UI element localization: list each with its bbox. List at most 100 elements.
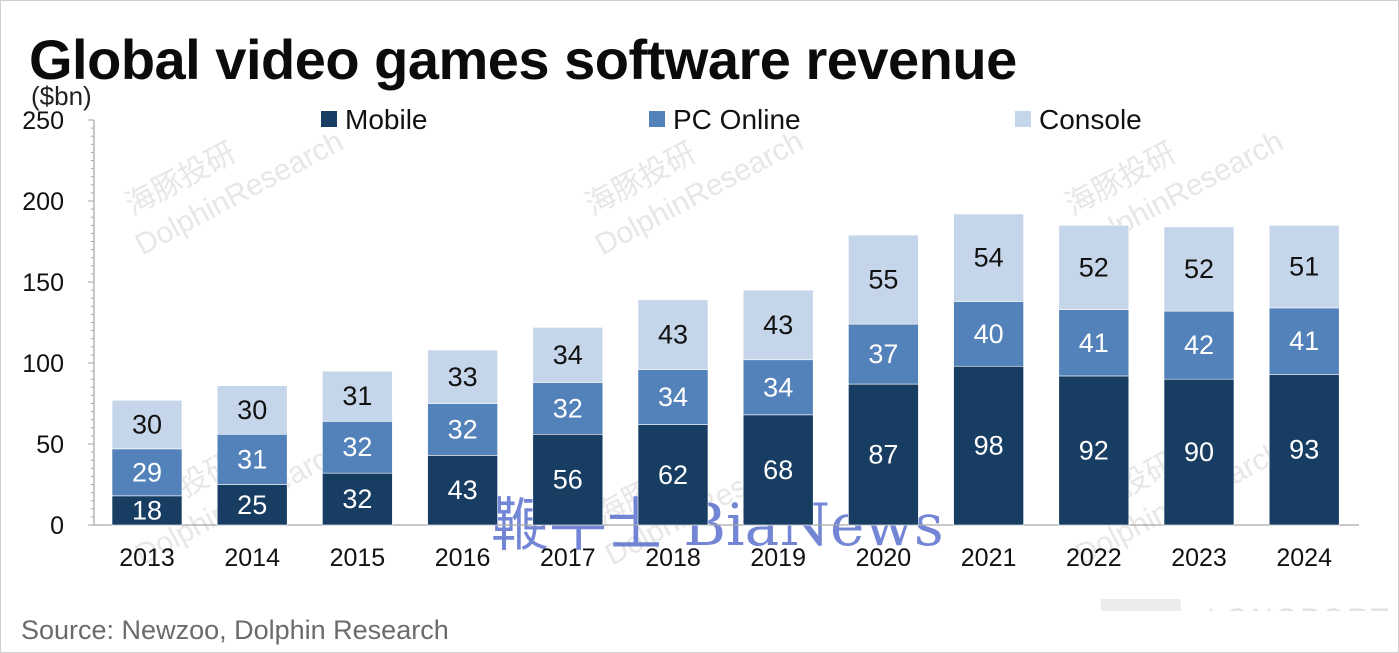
x-tick-label: 2024 xyxy=(1276,544,1332,572)
bar-segment xyxy=(742,359,814,416)
bar-segment xyxy=(1163,310,1235,380)
bar-segment xyxy=(637,424,709,526)
bar-segment xyxy=(427,349,498,404)
data-label: 54 xyxy=(974,243,1004,273)
data-label: 43 xyxy=(448,475,478,505)
bar-segment xyxy=(1163,378,1235,526)
bar-segment xyxy=(532,382,604,435)
data-label: 31 xyxy=(237,444,267,474)
data-label: 43 xyxy=(658,320,688,350)
data-label: 32 xyxy=(553,393,583,423)
data-label: 90 xyxy=(1184,437,1214,467)
legend: Mobile PC Online Console xyxy=(321,104,1142,135)
data-label: 34 xyxy=(763,372,793,402)
data-label: 30 xyxy=(132,410,162,440)
bar-segment xyxy=(322,421,393,474)
x-tick-label: 2019 xyxy=(750,544,806,572)
y-tick-label: 200 xyxy=(22,188,64,216)
data-labels: 18 29 30 25 31 30 32 32 31 43 32 33 56 32 34 62 34 43 68 34… xyxy=(132,243,1319,526)
bar-segment xyxy=(848,323,919,385)
data-label: 92 xyxy=(1079,435,1109,465)
data-label: 32 xyxy=(342,484,372,514)
x-tick-label: 2016 xyxy=(435,544,491,572)
legend-swatch xyxy=(321,111,337,127)
bar-segment xyxy=(1268,307,1340,375)
bar-segment xyxy=(532,327,604,383)
data-label: 62 xyxy=(658,460,688,490)
bar-segment xyxy=(1058,375,1130,526)
bar-segment xyxy=(427,403,498,456)
data-label: 32 xyxy=(448,414,478,444)
bars xyxy=(111,213,1340,526)
x-tick-label: 2020 xyxy=(856,544,912,572)
data-label: 18 xyxy=(132,495,162,525)
data-label: 93 xyxy=(1289,435,1319,465)
data-label: 52 xyxy=(1079,252,1109,282)
data-label: 40 xyxy=(974,319,1004,349)
data-label: 51 xyxy=(1289,252,1319,282)
y-tick-label: 0 xyxy=(50,512,64,540)
x-tick-label: 2014 xyxy=(224,544,280,572)
data-label: 55 xyxy=(868,265,898,295)
y-tick-label: 150 xyxy=(22,269,64,297)
legend-swatch xyxy=(649,111,665,127)
legend-item: Mobile xyxy=(321,104,427,135)
data-label: 37 xyxy=(868,339,898,369)
x-tick-label: 2017 xyxy=(540,544,596,572)
chart-title: Global video games software revenue xyxy=(29,28,1017,91)
watermark-longport: LONGPORT xyxy=(1207,603,1391,611)
data-label: 87 xyxy=(868,440,898,470)
data-label: 33 xyxy=(448,362,478,392)
bar-segment xyxy=(1163,226,1235,312)
data-label: 56 xyxy=(553,465,583,495)
data-label: 31 xyxy=(342,381,372,411)
bar-segment xyxy=(111,399,183,450)
bar-segment xyxy=(953,365,1024,526)
data-label: 42 xyxy=(1184,330,1214,360)
data-label: 29 xyxy=(132,457,162,487)
data-label: 52 xyxy=(1184,254,1214,284)
data-label: 34 xyxy=(658,382,688,412)
legend-item: Console xyxy=(1015,104,1142,135)
x-tick-label: 2015 xyxy=(330,544,386,572)
bar-segment xyxy=(1268,225,1340,309)
source-note: Source: Newzoo, Dolphin Research xyxy=(21,615,449,645)
data-label: 68 xyxy=(763,455,793,485)
bar-segment xyxy=(848,383,919,526)
legend-label: Console xyxy=(1039,104,1142,135)
data-label: 98 xyxy=(974,431,1004,461)
bar-segment xyxy=(742,289,814,361)
x-tick-label: 2013 xyxy=(119,544,175,572)
y-tick-label: 250 xyxy=(22,107,64,135)
data-label: 41 xyxy=(1289,326,1319,356)
bar-segment xyxy=(848,234,919,325)
bar-segment xyxy=(637,299,709,370)
y-axis-unit-label: ($bn) xyxy=(31,81,92,111)
bar-segment xyxy=(953,213,1024,302)
data-label: 41 xyxy=(1079,328,1109,358)
legend-swatch xyxy=(1015,111,1031,127)
legend-label: PC Online xyxy=(673,104,801,135)
data-label: 34 xyxy=(553,340,583,370)
legend-item: PC Online xyxy=(649,104,801,135)
bar-segment xyxy=(953,301,1024,367)
bar-segment xyxy=(742,414,814,526)
bar-segment xyxy=(216,433,288,485)
bar-segment xyxy=(322,472,393,526)
data-label: 30 xyxy=(237,395,267,425)
axes: 0 50 100 150 200 250 2013 2014 2015 2016 2017 2018 2… xyxy=(22,107,1359,572)
y-tick-label: 100 xyxy=(22,350,64,378)
x-tick-label: 2021 xyxy=(961,544,1017,572)
bar-segment xyxy=(216,385,288,435)
bar-segment xyxy=(1058,309,1130,377)
bar-segment xyxy=(532,433,604,526)
y-tick-label: 50 xyxy=(36,431,64,459)
data-label: 43 xyxy=(763,310,793,340)
bar-segment xyxy=(216,484,288,526)
bar-segment xyxy=(427,455,498,526)
x-tick-label: 2023 xyxy=(1171,544,1227,572)
data-label: 32 xyxy=(342,432,372,462)
